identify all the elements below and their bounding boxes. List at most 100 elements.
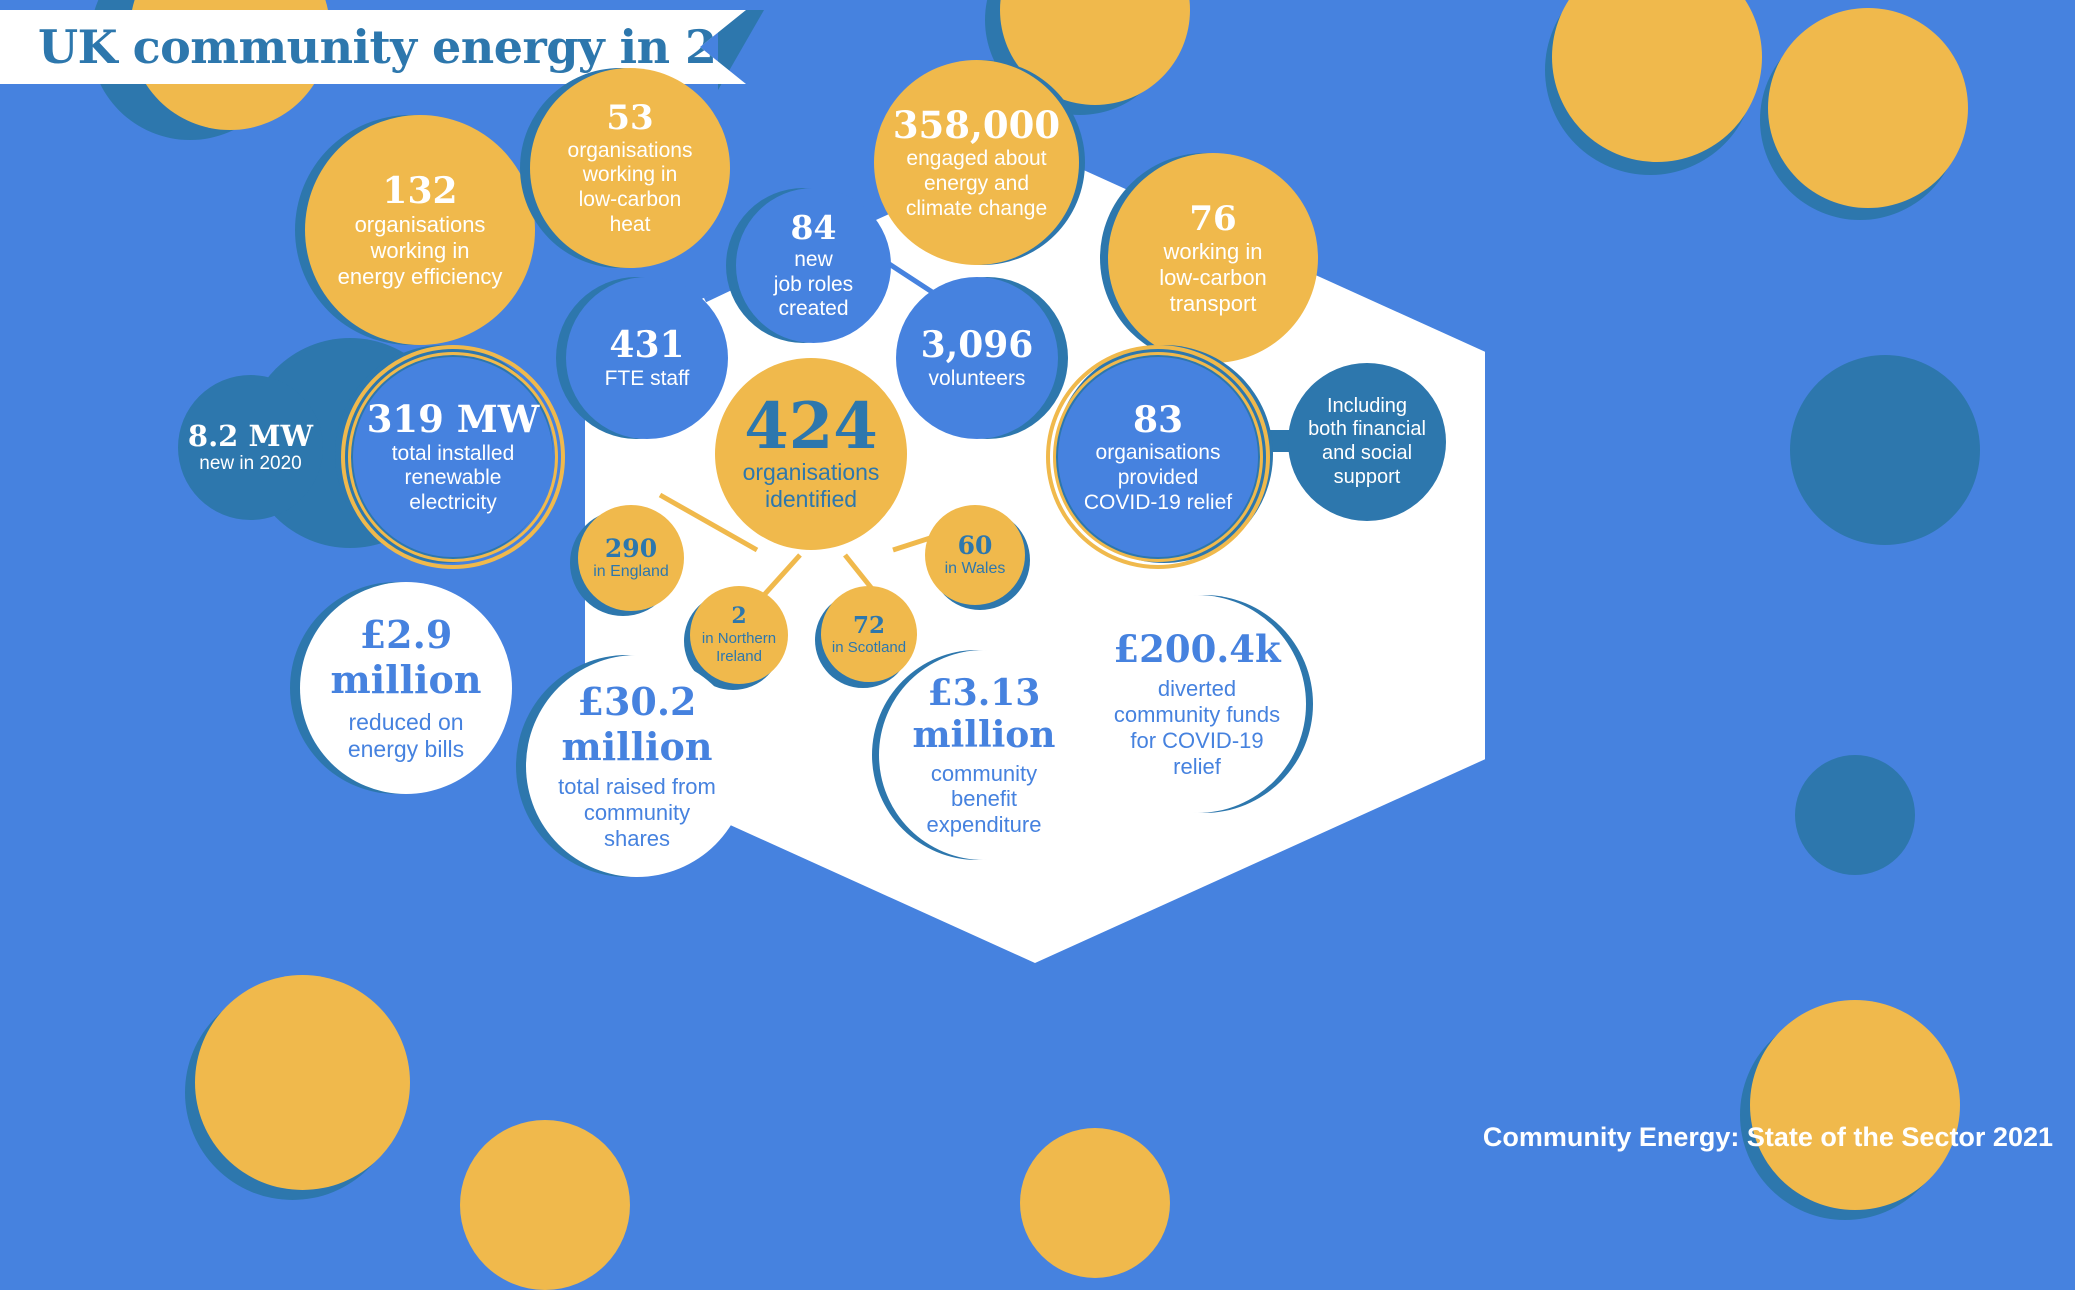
nireland-label-1: in Northern — [701, 630, 777, 648]
covid-support-label-4: support — [1333, 465, 1401, 488]
fte-value: 431 — [609, 324, 685, 367]
low-carbon-heat-bubble[interactable]: 53 organisations working in low-carbon h… — [530, 68, 730, 268]
new-capacity-bubble[interactable]: 8.2 MW new in 2020 — [178, 375, 323, 520]
bg-decor-circle — [1750, 1000, 1960, 1210]
covid-relief-orgs-bubble[interactable]: 83 organisations provided COVID-19 relie… — [1058, 357, 1258, 557]
bg-decor-circle — [1790, 355, 1980, 545]
covid-funds-value: £200.4k — [1113, 627, 1281, 672]
volunteers-bubble[interactable]: 3,096 volunteers — [896, 277, 1058, 439]
heat-label-3: low-carbon — [578, 188, 682, 212]
installed-label-1: total installed — [391, 441, 515, 465]
bg-decor-circle — [1768, 8, 1968, 208]
northern-ireland-bubble[interactable]: 2 in Northern Ireland — [690, 586, 788, 684]
bg-decor-circle — [1795, 755, 1915, 875]
page-title: UK community energy in 2020 — [38, 20, 812, 74]
new-job-roles-bubble[interactable]: 84 new job roles created — [736, 188, 891, 343]
benefit-value-1: £3.13 — [927, 671, 1041, 714]
title-banner: UK community energy in 2020 — [0, 10, 764, 90]
transport-label-1: working in — [1163, 239, 1263, 265]
installed-outer-ring — [341, 345, 565, 569]
center-label-1: organisations — [742, 458, 880, 485]
covid-support-label-2: both financial — [1308, 418, 1426, 441]
covid-orgs-outer-ring — [1046, 345, 1270, 569]
engaged-label-1: engaged about — [906, 147, 1047, 171]
heat-value: 53 — [606, 98, 654, 139]
low-carbon-transport-bubble[interactable]: 76 working in low-carbon transport — [1108, 153, 1318, 363]
community-shares-bubble[interactable]: £30.2 million total raised from communit… — [526, 655, 748, 877]
england-value: 290 — [604, 533, 658, 563]
benefit-label-3: expenditure — [926, 812, 1042, 838]
jobs-label-b: job roles — [773, 272, 854, 296]
covid-support-label-3: and social — [1321, 442, 1413, 464]
covid-support-label-1: Including — [1326, 394, 1408, 417]
covid-orgs-value: 83 — [1132, 398, 1184, 441]
engaged-label-2: energy and — [923, 171, 1030, 195]
transport-value: 76 — [1189, 199, 1237, 240]
wales-bubble[interactable]: 60 in Wales — [925, 505, 1025, 605]
bills-value-1: £2.9 — [359, 612, 453, 658]
covid-orgs-inner-ring — [1053, 352, 1263, 562]
nireland-value: 2 — [731, 603, 747, 630]
installed-label-2: renewable — [404, 466, 502, 490]
jobs-label-a: new — [794, 247, 833, 271]
newmw-value: 8.2 MW — [187, 419, 314, 454]
england-label: in England — [593, 563, 669, 581]
installed-label-3: electricity — [409, 491, 497, 515]
newmw-label: new in 2020 — [199, 453, 302, 475]
shares-value-1: £30.2 — [577, 679, 697, 725]
benefit-value-2: million — [912, 714, 1056, 757]
covid-support-bubble[interactable]: Including both financial and social supp… — [1288, 363, 1446, 521]
bills-label-1: reduced on — [348, 708, 464, 735]
efficiency-value: 132 — [382, 169, 458, 212]
nireland-label-2: Ireland — [716, 647, 762, 665]
benefit-label-2: benefit — [950, 786, 1018, 812]
engaged-bubble[interactable]: 358,000 engaged about energy and climate… — [874, 60, 1079, 265]
bills-label-2: energy bills — [347, 735, 465, 762]
covid-funds-label-1: diverted — [1157, 675, 1237, 701]
jobs-label-c: created — [778, 297, 849, 321]
engaged-label-3: climate change — [905, 196, 1048, 220]
energy-efficiency-bubble[interactable]: 132 organisations working in energy effi… — [305, 115, 535, 345]
volunteers-value: 3,096 — [920, 324, 1034, 367]
community-benefit-bubble[interactable]: £3.13 million community benefit expendit… — [879, 650, 1089, 860]
energy-bills-bubble[interactable]: £2.9 million reduced on energy bills — [300, 582, 512, 794]
bills-value-2: million — [330, 656, 482, 702]
transport-line1: 76 working in — [1163, 199, 1262, 265]
england-bubble[interactable]: 290 in England — [578, 505, 684, 611]
transport-label-3: transport — [1169, 291, 1257, 317]
covid-funds-label-4: relief — [1173, 753, 1221, 779]
shares-value-2: million — [561, 724, 713, 770]
wales-label: in Wales — [944, 560, 1006, 578]
fte-staff-bubble[interactable]: 431 FTE staff — [566, 277, 728, 439]
bg-decor-circle — [195, 975, 410, 1190]
efficiency-label-3: energy efficiency — [337, 264, 503, 290]
bg-decor-circle — [1552, 0, 1762, 162]
heat-label-2: working in — [582, 163, 678, 187]
installed-capacity-bubble[interactable]: 319 MW total installed renewable electri… — [353, 357, 553, 557]
source-footer: Community Energy: State of the Sector 20… — [1482, 1122, 2053, 1152]
heat-label-1: organisations — [567, 138, 693, 162]
heat-label-4: heat — [609, 212, 651, 236]
scotland-value: 72 — [852, 611, 885, 639]
installed-value: 319 MW — [366, 397, 540, 442]
covid-funds-bubble[interactable]: £200.4k diverted community funds for COV… — [1088, 595, 1306, 813]
wales-value: 60 — [957, 530, 993, 560]
center-value: 424 — [744, 388, 878, 464]
bg-decor-circle — [1020, 1128, 1170, 1278]
jobs-value: 84 — [790, 207, 837, 247]
fte-label: FTE staff — [604, 366, 690, 390]
efficiency-label-1: organisations — [354, 212, 486, 238]
scotland-label: in Scotland — [831, 638, 907, 656]
covid-funds-label-2: community funds — [1113, 701, 1281, 727]
efficiency-label-2: working in — [370, 238, 470, 264]
covid-orgs-label-2: provided — [1117, 465, 1199, 489]
jobs-line1: 84 new — [790, 207, 837, 273]
scotland-bubble[interactable]: 72 in Scotland — [821, 586, 917, 682]
shares-label-2: community — [583, 799, 691, 825]
covid-orgs-label-1: organisations — [1095, 441, 1221, 465]
covid-funds-label-3: for COVID-19 — [1130, 727, 1264, 753]
organisations-identified-bubble[interactable]: 424 organisations identified — [715, 358, 907, 550]
volunteers-label: volunteers — [928, 366, 1026, 390]
installed-inner-ring — [348, 352, 558, 562]
